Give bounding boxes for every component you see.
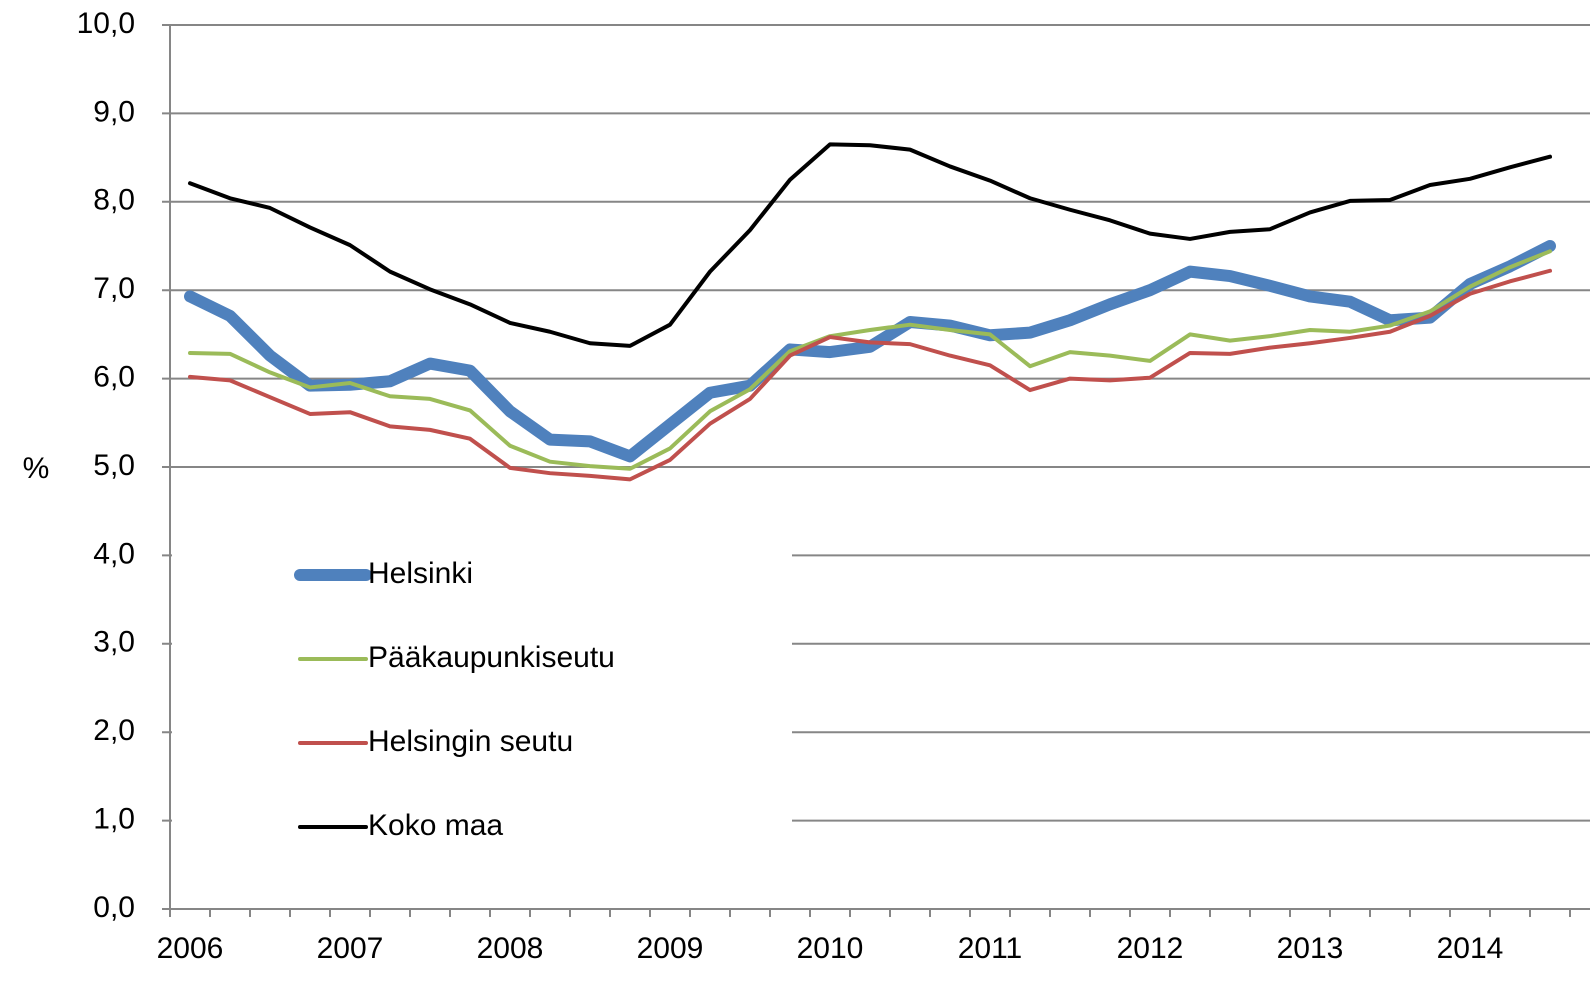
series-line xyxy=(188,249,1552,471)
x-tick-label: 2010 xyxy=(797,932,864,965)
x-tick-label: 2014 xyxy=(1437,932,1504,965)
legend-label: Pääkaupunkiseutu xyxy=(368,641,615,674)
x-tick-label: 2009 xyxy=(637,932,704,965)
legend-box xyxy=(172,512,792,868)
y-tick-label: 0,0 xyxy=(93,891,135,924)
y-tick-label: 5,0 xyxy=(93,449,135,482)
x-tick-label: 2008 xyxy=(477,932,544,965)
series-line xyxy=(184,240,1556,463)
y-axis-label: % xyxy=(23,452,50,485)
legend-label: Helsinki xyxy=(368,557,473,590)
x-tick-label: 2012 xyxy=(1117,932,1184,965)
series-line xyxy=(188,142,1552,348)
y-tick-label: 10,0 xyxy=(77,7,135,40)
x-tick-label: 2011 xyxy=(958,932,1023,965)
y-tick-label: 9,0 xyxy=(93,95,135,128)
x-tick-label: 2006 xyxy=(157,932,224,965)
legend-label: Koko maa xyxy=(368,809,503,842)
y-tick-label: 8,0 xyxy=(93,184,135,217)
y-tick-label: 4,0 xyxy=(93,537,135,570)
x-tick-label: 2007 xyxy=(317,932,384,965)
y-tick-label: 3,0 xyxy=(93,626,135,659)
y-tick-label: 1,0 xyxy=(93,803,135,836)
y-tick-label: 7,0 xyxy=(93,272,135,305)
x-tick-label: 2013 xyxy=(1277,932,1344,965)
y-tick-label: 2,0 xyxy=(93,714,135,747)
series-line xyxy=(188,268,1552,482)
y-tick-label: 6,0 xyxy=(93,361,135,394)
legend-label: Helsingin seutu xyxy=(368,725,573,758)
